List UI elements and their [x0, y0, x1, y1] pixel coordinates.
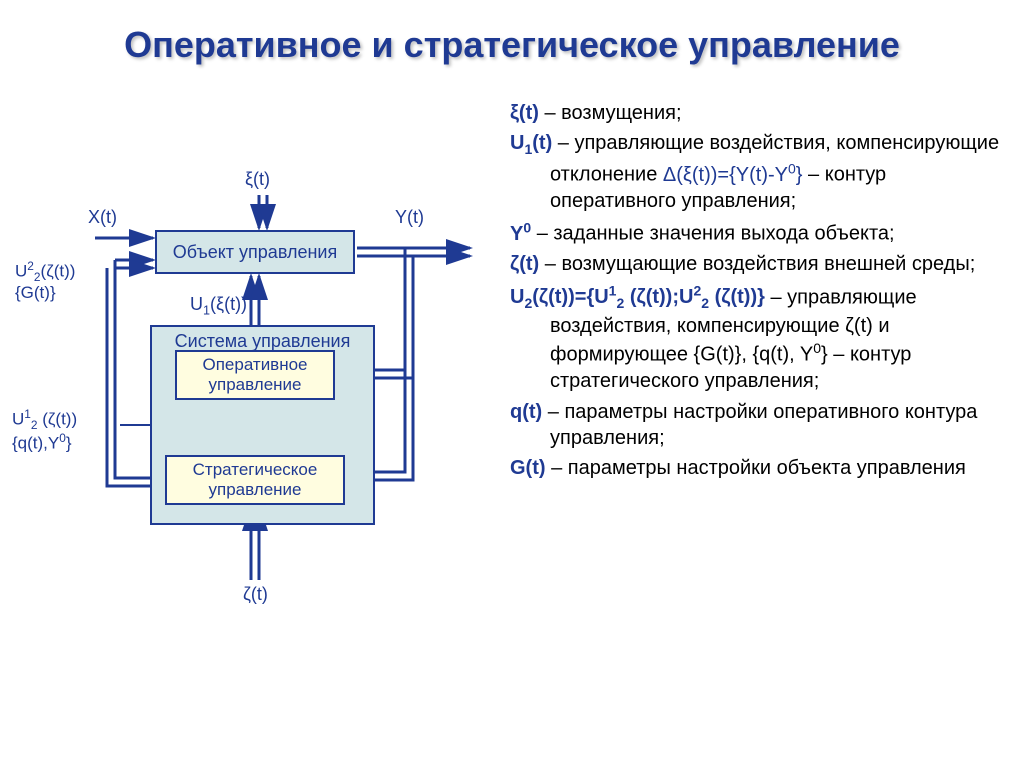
label-u12: U12 (ζ(t)){q(t),Y0}	[12, 408, 112, 453]
legend-item: U1(t) – управляющие воздействия, компенс…	[510, 130, 1000, 214]
legend-item: G(t) – параметры настройки объекта управ…	[510, 455, 1000, 481]
legend: ξ(t) – возмущения; U1(t) – управляющие в…	[510, 100, 1000, 720]
legend-item: ξ(t) – возмущения;	[510, 100, 1000, 126]
legend-item: ζ(t) – возмущающие воздействия внешней с…	[510, 251, 1000, 277]
legend-item: q(t) – параметры настройки оперативного …	[510, 399, 1000, 452]
node-strategic-label: Стратегическое управление	[167, 460, 343, 499]
slide-title: Оперативное и стратегическое управление	[0, 24, 1024, 66]
label-y-t: Y(t)	[395, 208, 424, 228]
diagram: Система управления Объект управления Опе…	[0, 100, 500, 660]
node-operational: Оперативное управление	[175, 350, 335, 400]
node-system-label: Система управления	[175, 331, 351, 352]
node-operational-label: Оперативное управление	[177, 355, 333, 394]
label-u22: U22(ζ(t)){G(t)}	[15, 260, 110, 303]
slide: Оперативное и стратегическое управление …	[0, 0, 1024, 768]
label-x-t: X(t)	[88, 208, 117, 228]
node-strategic: Стратегическое управление	[165, 455, 345, 505]
label-u1xi: U1(ξ(t))	[190, 295, 247, 318]
legend-item: Y0 – заданные значения выхода объекта;	[510, 218, 1000, 247]
label-zeta-t: ζ(t)	[243, 585, 268, 605]
legend-item: U2(ζ(t))={U12 (ζ(t));U22 (ζ(t))} – управ…	[510, 282, 1000, 395]
label-xi-t: ξ(t)	[245, 170, 270, 190]
